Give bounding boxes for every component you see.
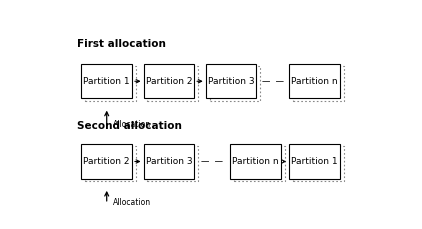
Text: Allocation: Allocation (113, 198, 151, 207)
Text: Partition 1: Partition 1 (291, 157, 338, 166)
FancyBboxPatch shape (289, 144, 340, 179)
FancyBboxPatch shape (206, 64, 256, 98)
Text: Partition 2: Partition 2 (146, 77, 192, 86)
FancyBboxPatch shape (143, 144, 194, 179)
FancyBboxPatch shape (289, 64, 340, 98)
Text: Partition n: Partition n (232, 157, 279, 166)
Text: —  —: — — (201, 157, 223, 166)
Text: Partition 2: Partition 2 (84, 157, 130, 166)
Text: —  —: — — (262, 77, 284, 86)
FancyBboxPatch shape (143, 64, 194, 98)
FancyBboxPatch shape (81, 144, 132, 179)
Text: First allocation: First allocation (77, 39, 166, 49)
FancyBboxPatch shape (230, 144, 281, 179)
FancyBboxPatch shape (81, 64, 132, 98)
Text: Partition 3: Partition 3 (146, 157, 192, 166)
Text: Partition n: Partition n (291, 77, 338, 86)
Text: Allocation: Allocation (113, 120, 151, 129)
Text: Partition 3: Partition 3 (208, 77, 254, 86)
Text: Second allocation: Second allocation (77, 121, 182, 131)
Text: Partition 1: Partition 1 (84, 77, 130, 86)
